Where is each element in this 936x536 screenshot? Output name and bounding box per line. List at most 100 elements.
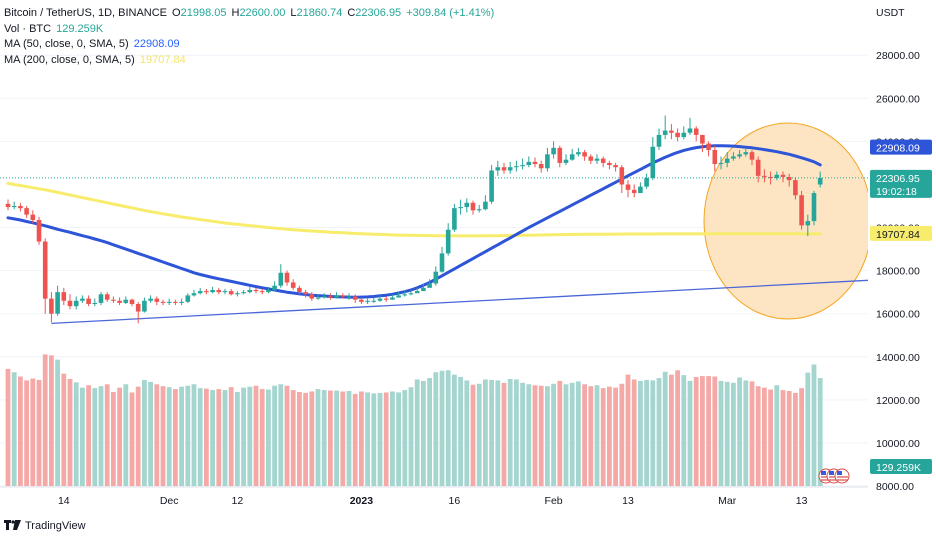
volume-bar <box>421 380 426 486</box>
volume-bar <box>600 388 606 486</box>
volume-bar <box>24 380 29 486</box>
volume-bar <box>458 377 463 486</box>
candle-body <box>483 201 488 210</box>
candle-body <box>185 295 191 302</box>
candle-body <box>253 290 259 292</box>
volume-bar <box>86 385 91 486</box>
price-axis[interactable]: USDT28000.0026000.0024000.0020000.001800… <box>868 0 936 536</box>
candle-body <box>613 165 618 168</box>
candle-body <box>638 186 643 194</box>
candle-body <box>228 291 234 295</box>
legend-volume-row[interactable]: Vol · BTC 129.259K <box>4 22 494 38</box>
volume-bar <box>526 384 532 486</box>
highlight-circle <box>703 122 873 320</box>
volume-bar <box>625 374 631 486</box>
candle-body <box>569 154 575 160</box>
volume-bar <box>780 390 786 486</box>
trendline[interactable] <box>51 279 869 325</box>
current-price-tag-bg <box>870 169 932 198</box>
volume-bar <box>67 378 73 486</box>
volume-bar <box>111 391 116 486</box>
volume-bar <box>793 392 798 486</box>
candle-body <box>135 304 141 312</box>
candle-body <box>563 159 569 163</box>
volume-bar <box>297 391 302 486</box>
ma50-line <box>6 144 822 299</box>
volume-bar <box>266 389 271 486</box>
volume-bar <box>805 372 811 486</box>
volume-bar <box>377 392 383 486</box>
volume-bar <box>501 382 507 486</box>
trendline-segment <box>51 279 869 325</box>
candle-body <box>489 170 494 202</box>
volume-bar <box>241 387 246 486</box>
volume-bar <box>669 374 674 486</box>
volume-bar <box>693 377 699 486</box>
candle-body <box>340 295 346 297</box>
candle-body <box>538 164 544 169</box>
volume-bar <box>402 390 408 486</box>
volume-bar <box>489 379 494 486</box>
candle-body <box>383 298 389 300</box>
volume-bar <box>607 386 612 486</box>
volume-bar <box>222 390 228 486</box>
legend-ma50-row[interactable]: MA (50, close, 0, SMA, 5) 22908.09 <box>4 37 494 53</box>
candle-body <box>402 294 408 296</box>
volume-bar <box>638 380 643 486</box>
candle-body <box>687 128 693 133</box>
volume-bar <box>755 386 761 486</box>
volume-bar <box>290 390 296 486</box>
candle-body <box>805 221 811 226</box>
candle-body <box>557 147 563 163</box>
price-tick-label: 10000.00 <box>876 438 920 450</box>
candle-body <box>303 292 308 295</box>
legend-symbol[interactable]: Bitcoin / TetherUS, 1D, BINANCE <box>4 7 168 19</box>
volume-bar <box>514 379 519 486</box>
candle-body <box>501 167 507 171</box>
candle-body <box>470 202 476 211</box>
volume-bar <box>328 390 333 486</box>
time-tick-label: Feb <box>545 495 563 507</box>
ma50-price-tag: 22908.09 <box>870 139 932 155</box>
volume-bar <box>594 385 600 486</box>
candle-body <box>334 295 339 298</box>
candle-body <box>780 174 786 177</box>
legend-ma50-label: MA (50, close, 0, SMA, 5) <box>4 38 129 50</box>
volume-bar <box>749 381 755 486</box>
volume-bar <box>427 378 432 486</box>
candle-body <box>104 294 110 300</box>
volume-bar <box>495 380 501 486</box>
volume-bar <box>650 380 656 486</box>
volume-bar <box>11 372 17 486</box>
tradingview-brand[interactable]: TradingView <box>4 519 86 533</box>
volume-bar <box>173 389 178 486</box>
candle-body <box>768 176 773 178</box>
candle-body <box>284 272 290 283</box>
volume-bar <box>662 371 668 486</box>
volume-bar <box>452 374 457 486</box>
legend-ma200-row[interactable]: MA (200, close, 0, SMA, 5) 19707.84 <box>4 53 494 69</box>
volume-bar <box>359 391 364 486</box>
volume-bar <box>762 387 767 486</box>
current-price-tag-text: 22306.95 <box>876 173 920 185</box>
volume-bar <box>563 384 569 486</box>
volume-bar <box>414 379 420 486</box>
volume-bar <box>154 384 160 486</box>
candle-body <box>464 202 470 208</box>
volume-bar <box>737 377 742 486</box>
volume-bar <box>210 390 215 486</box>
volume-bar <box>464 380 470 486</box>
volume-bar <box>73 382 79 486</box>
time-axis[interactable]: 14 Dec 12 2023 16 Feb 13 Mar 13 <box>0 486 868 513</box>
ma50-price-tag-text: 22908.09 <box>876 143 920 155</box>
volume-bar <box>588 386 594 486</box>
candle-body <box>662 130 668 135</box>
volume-bar <box>687 380 693 486</box>
time-tick-label: 14 <box>58 495 70 507</box>
volume-bar <box>247 386 253 486</box>
volume-bar <box>576 381 581 486</box>
candle-body <box>123 299 129 303</box>
volume-bar <box>278 384 284 486</box>
